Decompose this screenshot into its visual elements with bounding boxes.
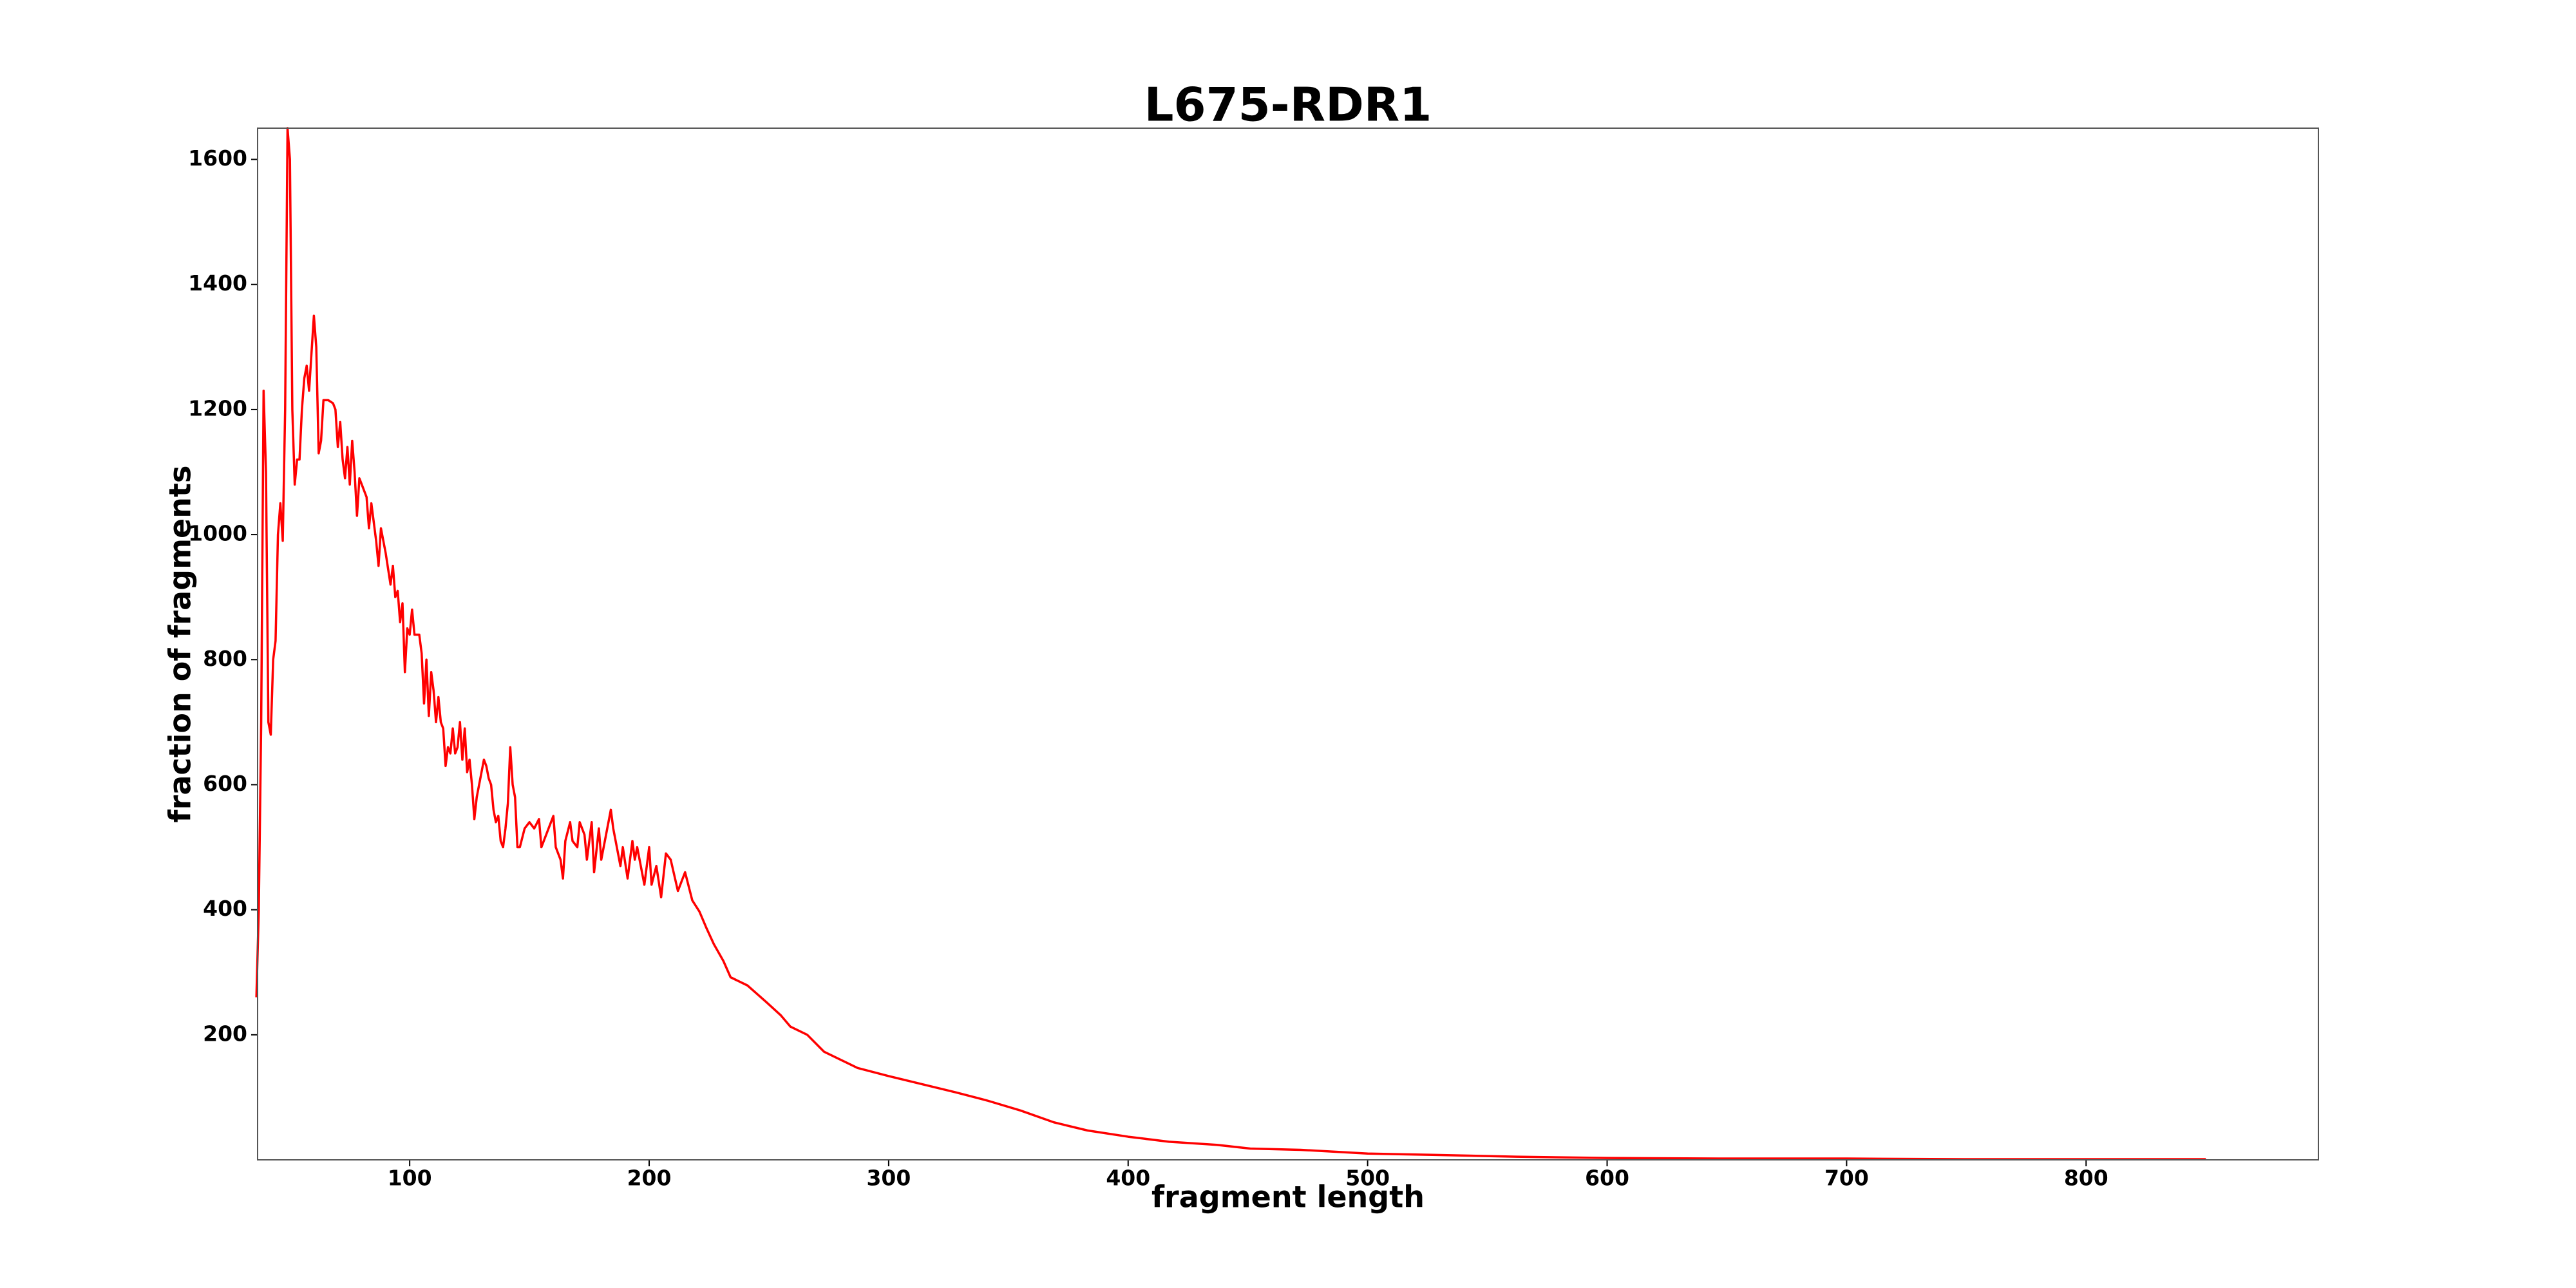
data-line (255, 127, 2206, 1160)
x-tick-label: 700 (1824, 1166, 1869, 1191)
x-tick-label: 600 (1585, 1166, 1629, 1191)
y-tick-label: 1200 (188, 395, 247, 421)
x-tick-label: 100 (388, 1166, 432, 1191)
y-axis-label: fraction of fragments (163, 466, 198, 823)
x-axis-label: fragment length (1151, 1180, 1425, 1215)
y-tick-label: 1400 (188, 270, 247, 296)
x-tick-label: 200 (627, 1166, 672, 1191)
plot-frame (257, 128, 2319, 1160)
x-tick-label: 800 (2064, 1166, 2108, 1191)
y-tick-label: 1000 (188, 521, 247, 546)
y-tick-label: 800 (203, 646, 247, 671)
x-tick-label: 500 (1345, 1166, 1390, 1191)
y-tick-label: 600 (203, 771, 247, 796)
y-tick-label: 200 (203, 1021, 247, 1046)
x-tick-label: 400 (1106, 1166, 1150, 1191)
chart-title: L675-RDR1 (1144, 78, 1432, 132)
y-tick-label: 400 (203, 896, 247, 921)
y-tick-label: 1600 (188, 146, 247, 171)
x-tick-label: 300 (866, 1166, 911, 1191)
